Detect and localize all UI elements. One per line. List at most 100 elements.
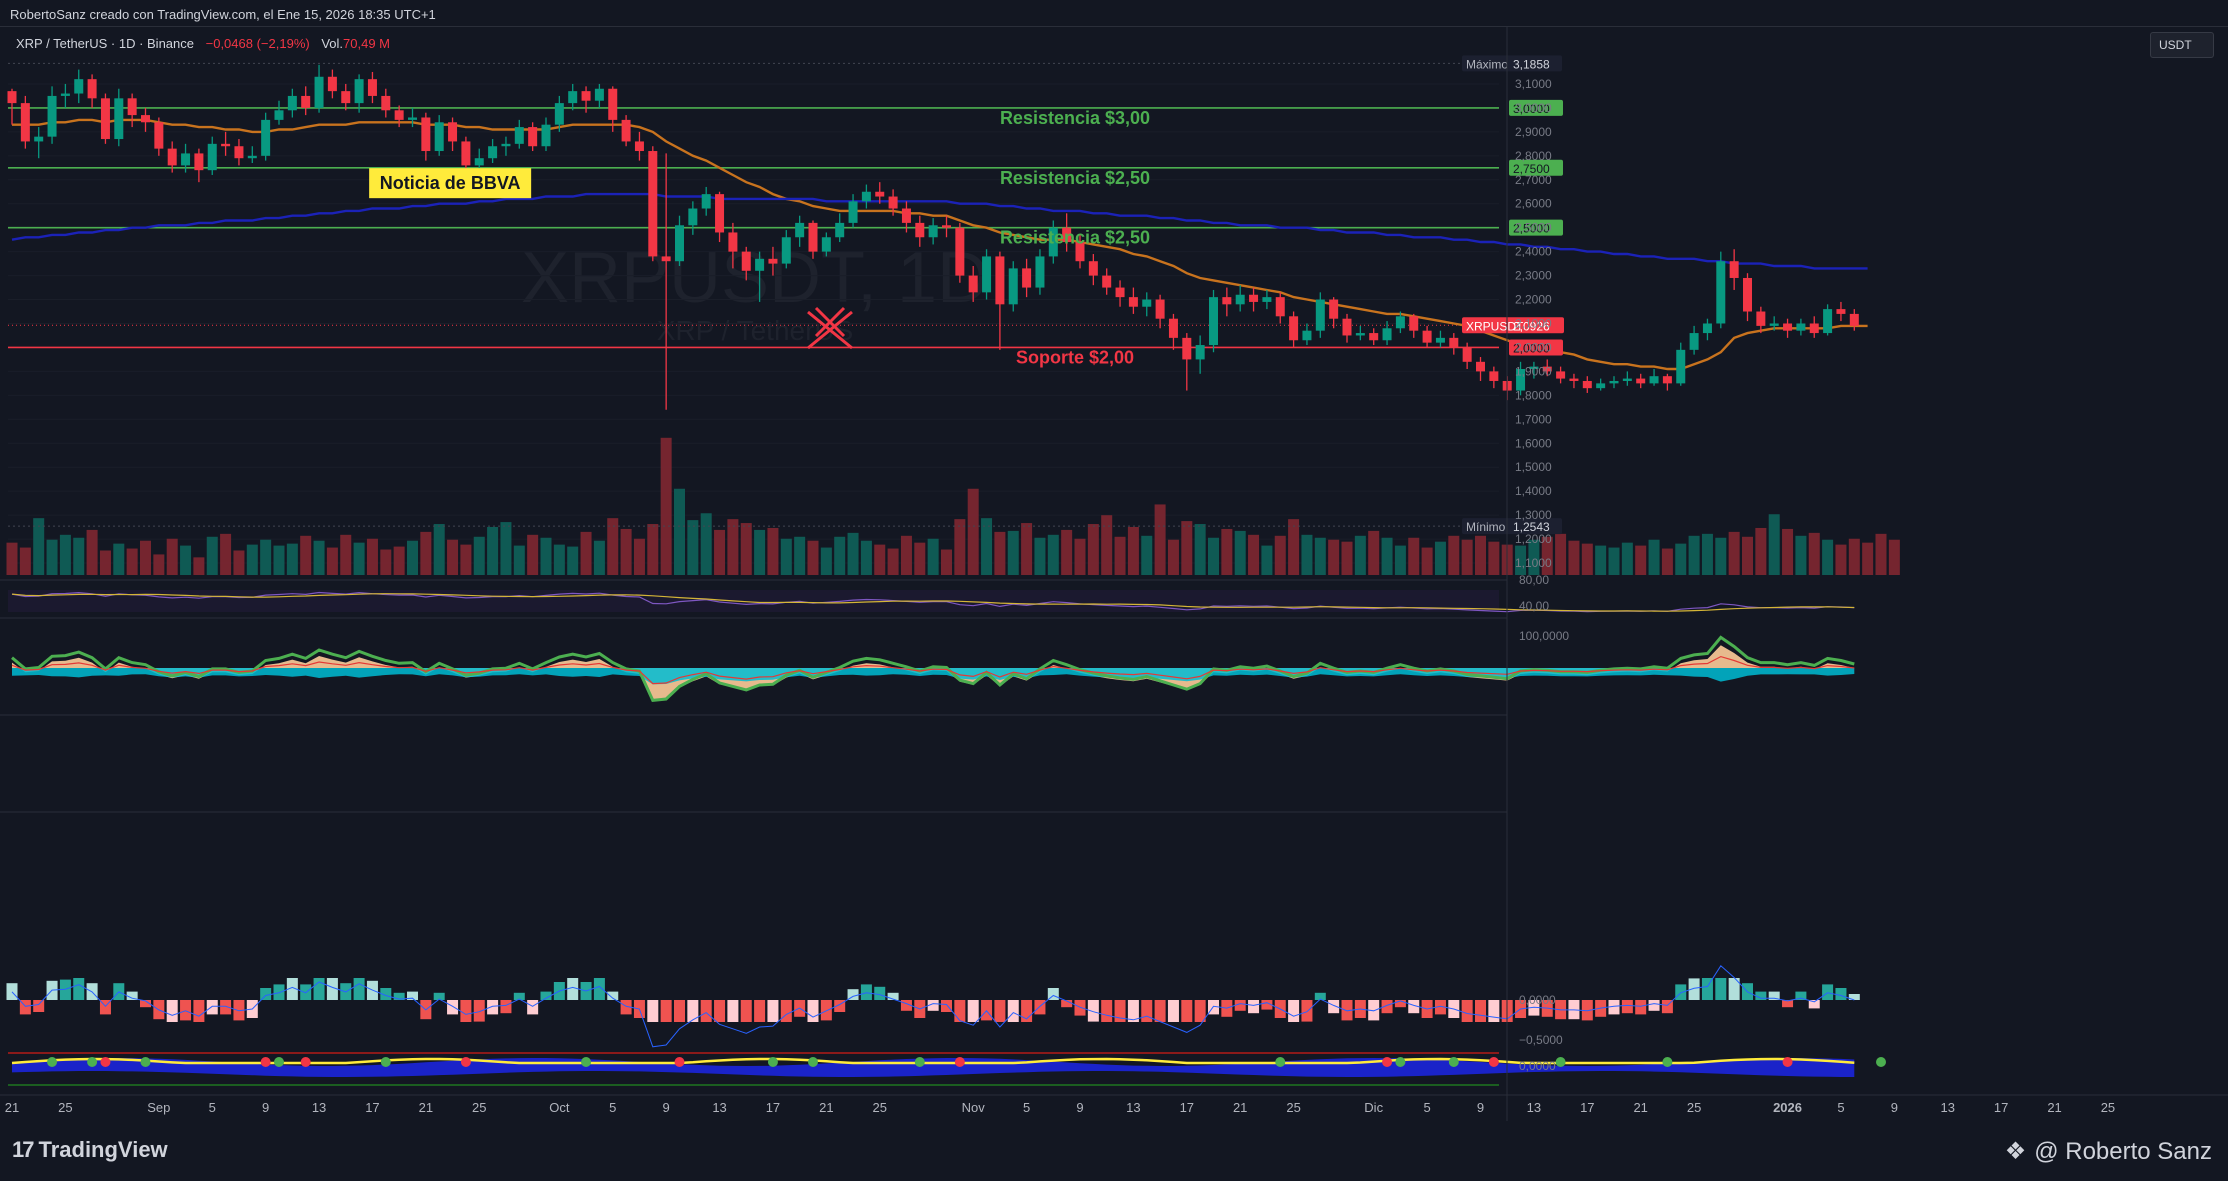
candle[interactable] [781, 230, 791, 269]
candle[interactable] [1529, 361, 1539, 379]
candle[interactable] [87, 74, 97, 108]
candle[interactable] [594, 83, 604, 108]
candle[interactable] [1382, 321, 1392, 346]
candle[interactable] [808, 220, 818, 259]
bbva-annotation[interactable]: Noticia de BBVA [369, 168, 532, 199]
candle[interactable] [1849, 309, 1859, 331]
candle[interactable] [1115, 280, 1125, 307]
candle[interactable] [1462, 342, 1472, 369]
candle[interactable] [1756, 306, 1766, 334]
candle[interactable] [100, 93, 110, 144]
candle[interactable] [354, 74, 364, 113]
candle[interactable] [1128, 287, 1138, 314]
candle[interactable] [74, 69, 84, 104]
candle[interactable] [1022, 258, 1032, 298]
candle[interactable] [1168, 313, 1178, 350]
candle[interactable] [421, 112, 431, 161]
candle[interactable] [928, 218, 938, 245]
candle[interactable] [541, 117, 551, 152]
candle[interactable] [1422, 325, 1432, 348]
candle[interactable] [314, 64, 324, 113]
candle[interactable] [1062, 213, 1072, 252]
candle[interactable] [1662, 373, 1672, 391]
candle[interactable] [1222, 287, 1232, 317]
candle[interactable] [1836, 301, 1846, 322]
candle[interactable] [741, 246, 751, 281]
candle[interactable] [942, 215, 951, 238]
candle[interactable] [274, 100, 284, 125]
candle[interactable] [1823, 304, 1833, 336]
candle[interactable] [1142, 292, 1152, 317]
candle[interactable] [768, 246, 778, 276]
candle[interactable] [688, 201, 698, 235]
candle[interactable] [207, 136, 217, 175]
candle[interactable] [448, 117, 458, 152]
candle[interactable] [1209, 289, 1218, 353]
candle[interactable] [1489, 366, 1499, 389]
candle[interactable] [755, 251, 765, 302]
candle[interactable] [1716, 251, 1726, 329]
candle[interactable] [995, 251, 1005, 350]
candle[interactable] [1556, 366, 1566, 384]
candle[interactable] [861, 184, 871, 209]
candle[interactable] [1542, 359, 1552, 377]
candle[interactable] [408, 107, 417, 128]
candle[interactable] [875, 182, 885, 204]
candle[interactable] [1409, 313, 1419, 338]
candle[interactable] [167, 141, 177, 173]
candle[interactable] [1102, 268, 1112, 295]
candle[interactable] [1155, 294, 1165, 329]
candle[interactable] [141, 107, 150, 132]
candle[interactable] [888, 189, 898, 216]
candle[interactable] [1289, 311, 1299, 348]
candle[interactable] [1702, 318, 1712, 341]
candle[interactable] [634, 131, 644, 161]
candle[interactable] [1235, 285, 1245, 312]
candle[interactable] [234, 139, 244, 166]
candle[interactable] [1796, 318, 1806, 336]
candle[interactable] [154, 117, 164, 156]
candle[interactable] [1262, 289, 1272, 310]
candle[interactable] [394, 105, 404, 128]
candle[interactable] [554, 95, 564, 132]
candle[interactable] [568, 83, 578, 111]
candle[interactable] [1769, 316, 1779, 331]
candle[interactable] [1355, 325, 1365, 341]
candle[interactable] [501, 136, 511, 156]
candle[interactable] [1395, 311, 1405, 334]
candle[interactable] [47, 86, 57, 144]
candle[interactable] [621, 115, 631, 147]
candle[interactable] [1582, 376, 1592, 393]
candle[interactable] [1676, 342, 1686, 386]
candle[interactable] [488, 139, 498, 163]
candle[interactable] [795, 215, 805, 247]
candle[interactable] [1636, 373, 1646, 389]
candle[interactable] [1329, 297, 1339, 329]
candle[interactable] [701, 186, 711, 216]
symbol-legend[interactable]: XRP / TetherUS · 1D · Binance −0,0468 (−… [16, 36, 390, 51]
candle[interactable] [1035, 249, 1045, 295]
currency-button[interactable]: USDT [2150, 32, 2214, 58]
candle[interactable] [675, 215, 684, 266]
candle[interactable] [661, 153, 671, 410]
candle[interactable] [955, 222, 965, 283]
candle[interactable] [367, 71, 377, 104]
candle[interactable] [301, 86, 311, 116]
candle[interactable] [715, 191, 725, 243]
candle[interactable] [60, 83, 70, 108]
candle[interactable] [1048, 220, 1058, 264]
candle[interactable] [114, 88, 124, 147]
legend-symbol[interactable]: XRP / TetherUS · 1D · Binance [16, 36, 194, 51]
candle[interactable] [1008, 261, 1018, 312]
candle[interactable] [528, 122, 538, 152]
candle[interactable] [341, 83, 351, 111]
candle[interactable] [1476, 357, 1485, 381]
candle[interactable] [1622, 371, 1632, 386]
candle[interactable] [728, 222, 738, 269]
candle[interactable] [34, 127, 44, 159]
candle[interactable] [1809, 316, 1819, 338]
tradingview-logo[interactable]: 17 TradingView [12, 1137, 168, 1163]
candle[interactable] [1249, 287, 1259, 312]
candle[interactable] [1729, 249, 1739, 290]
